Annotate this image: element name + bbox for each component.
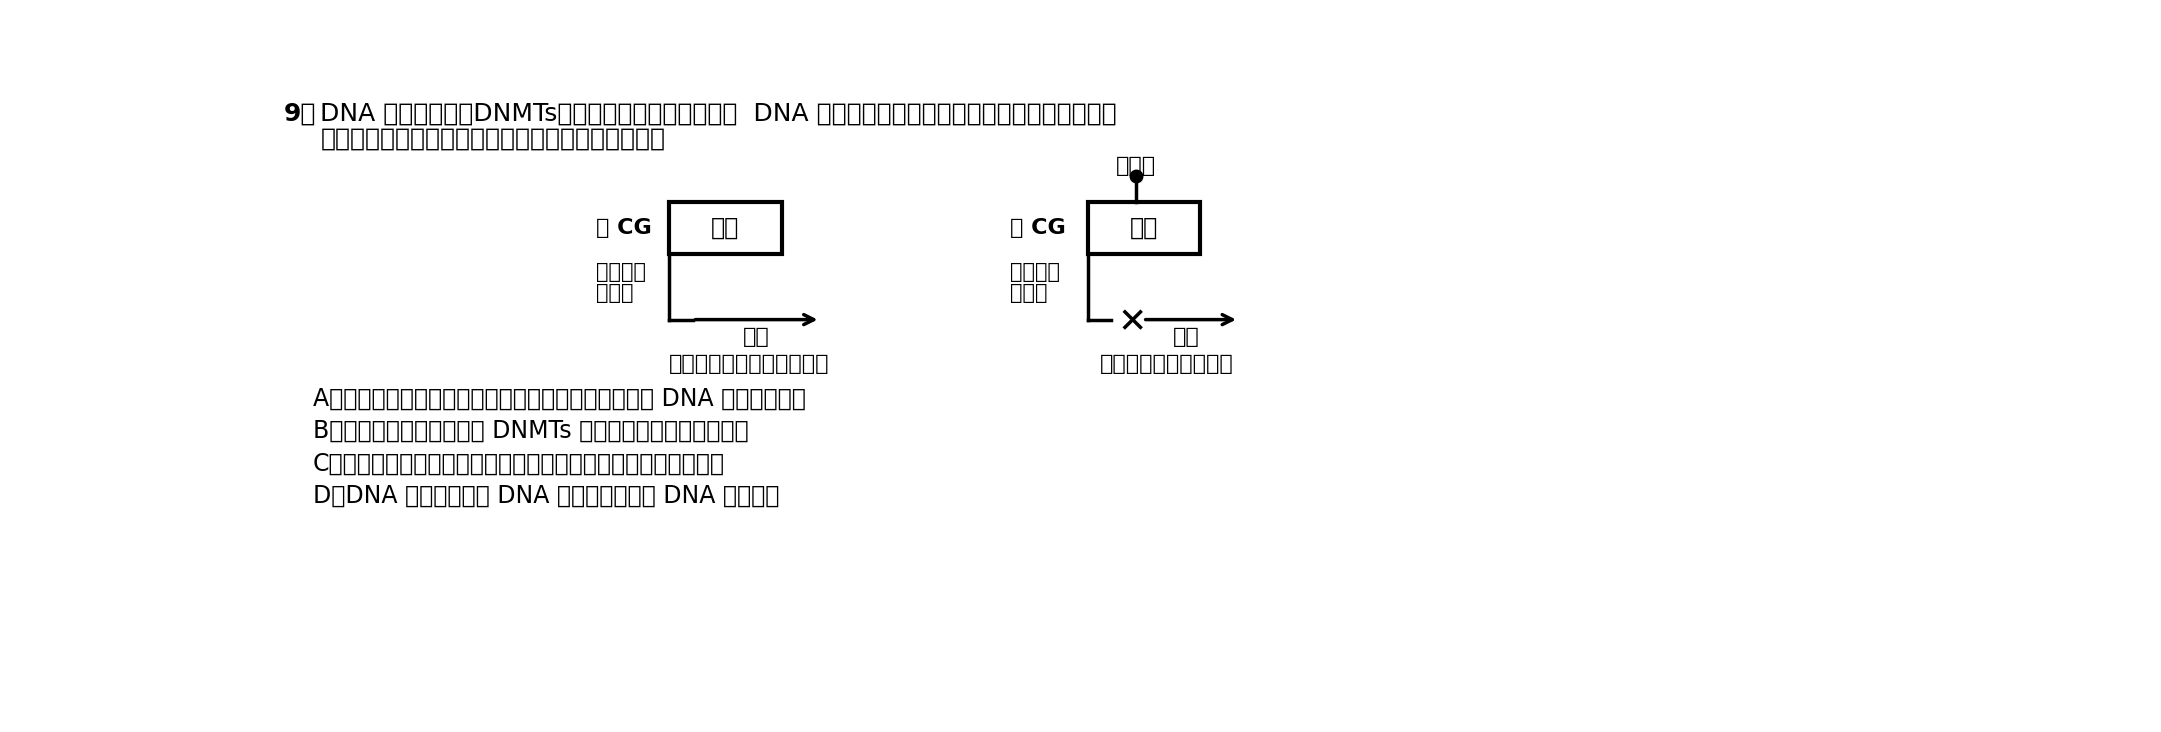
Text: 调控区: 调控区: [596, 283, 633, 304]
Text: 基因表达: 基因表达: [1009, 262, 1061, 282]
Text: 基因: 基因: [1130, 216, 1158, 240]
Bar: [670, 202, 782, 254]
Text: C．甲基化若发生在构成染色体的组蛋白上，则不会影响基因表达: C．甲基化若发生在构成染色体的组蛋白上，则不会影响基因表达: [313, 452, 724, 475]
Text: 甲基化，基因表达关闭: 甲基化，基因表达关闭: [1100, 354, 1234, 374]
Text: 甲基化: 甲基化: [1115, 156, 1156, 176]
Text: DNA 甲基转移酶（DNMTs）能催化抑癌基因甲基化，  DNA 甲基化对基因表达的影响如图所示。研究表明: DNA 甲基转移酶（DNMTs）能催化抑癌基因甲基化， DNA 甲基化对基因表达…: [320, 102, 1117, 126]
Text: B．萝卜硫素可能通过抑制 DNMTs 的活性，抑制肿瘤细胞增殖: B．萝卜硫素可能通过抑制 DNMTs 的活性，抑制肿瘤细胞增殖: [313, 419, 748, 443]
Text: 基因表达: 基因表达: [596, 262, 646, 282]
Text: 未被甲基化，基因表达开始: 未被甲基化，基因表达开始: [668, 354, 830, 374]
Text: 萝卜硫素具有抗肿瘤的作用，以下有关叙述正确的是: 萝卜硫素具有抗肿瘤的作用，以下有关叙述正确的是: [320, 127, 666, 150]
Text: D．DNA 甲基化会改变 DNA 的空间结构，使 DNA 无法复制: D．DNA 甲基化会改变 DNA 的空间结构，使 DNA 无法复制: [313, 484, 780, 507]
Bar: [1087, 202, 1199, 254]
Text: － CG: － CG: [596, 218, 650, 238]
Text: － CG: － CG: [1009, 218, 1065, 238]
Text: 调控区: 调控区: [1009, 283, 1048, 304]
Text: 9．: 9．: [283, 102, 316, 126]
Text: 开始: 开始: [743, 327, 769, 347]
Text: 关闭: 关闭: [1173, 327, 1199, 347]
Text: A．神经细胞已经高度分化，一般不再分裂，细胞中的 DNA 不存在甲基化: A．神经细胞已经高度分化，一般不再分裂，细胞中的 DNA 不存在甲基化: [313, 386, 806, 411]
Text: 基因: 基因: [711, 216, 739, 240]
